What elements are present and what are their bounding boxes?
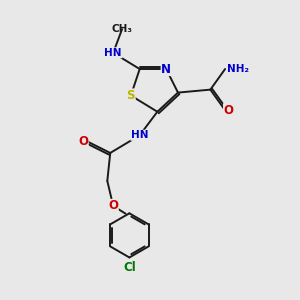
Text: HN: HN <box>131 130 148 140</box>
Text: CH₃: CH₃ <box>112 24 133 34</box>
Text: S: S <box>127 89 135 102</box>
Text: O: O <box>108 200 118 212</box>
Text: HN: HN <box>104 48 122 58</box>
Text: O: O <box>78 135 88 148</box>
Text: O: O <box>224 104 234 117</box>
Text: NH₂: NH₂ <box>226 64 249 74</box>
Text: N: N <box>161 62 171 76</box>
Text: Cl: Cl <box>123 261 136 274</box>
